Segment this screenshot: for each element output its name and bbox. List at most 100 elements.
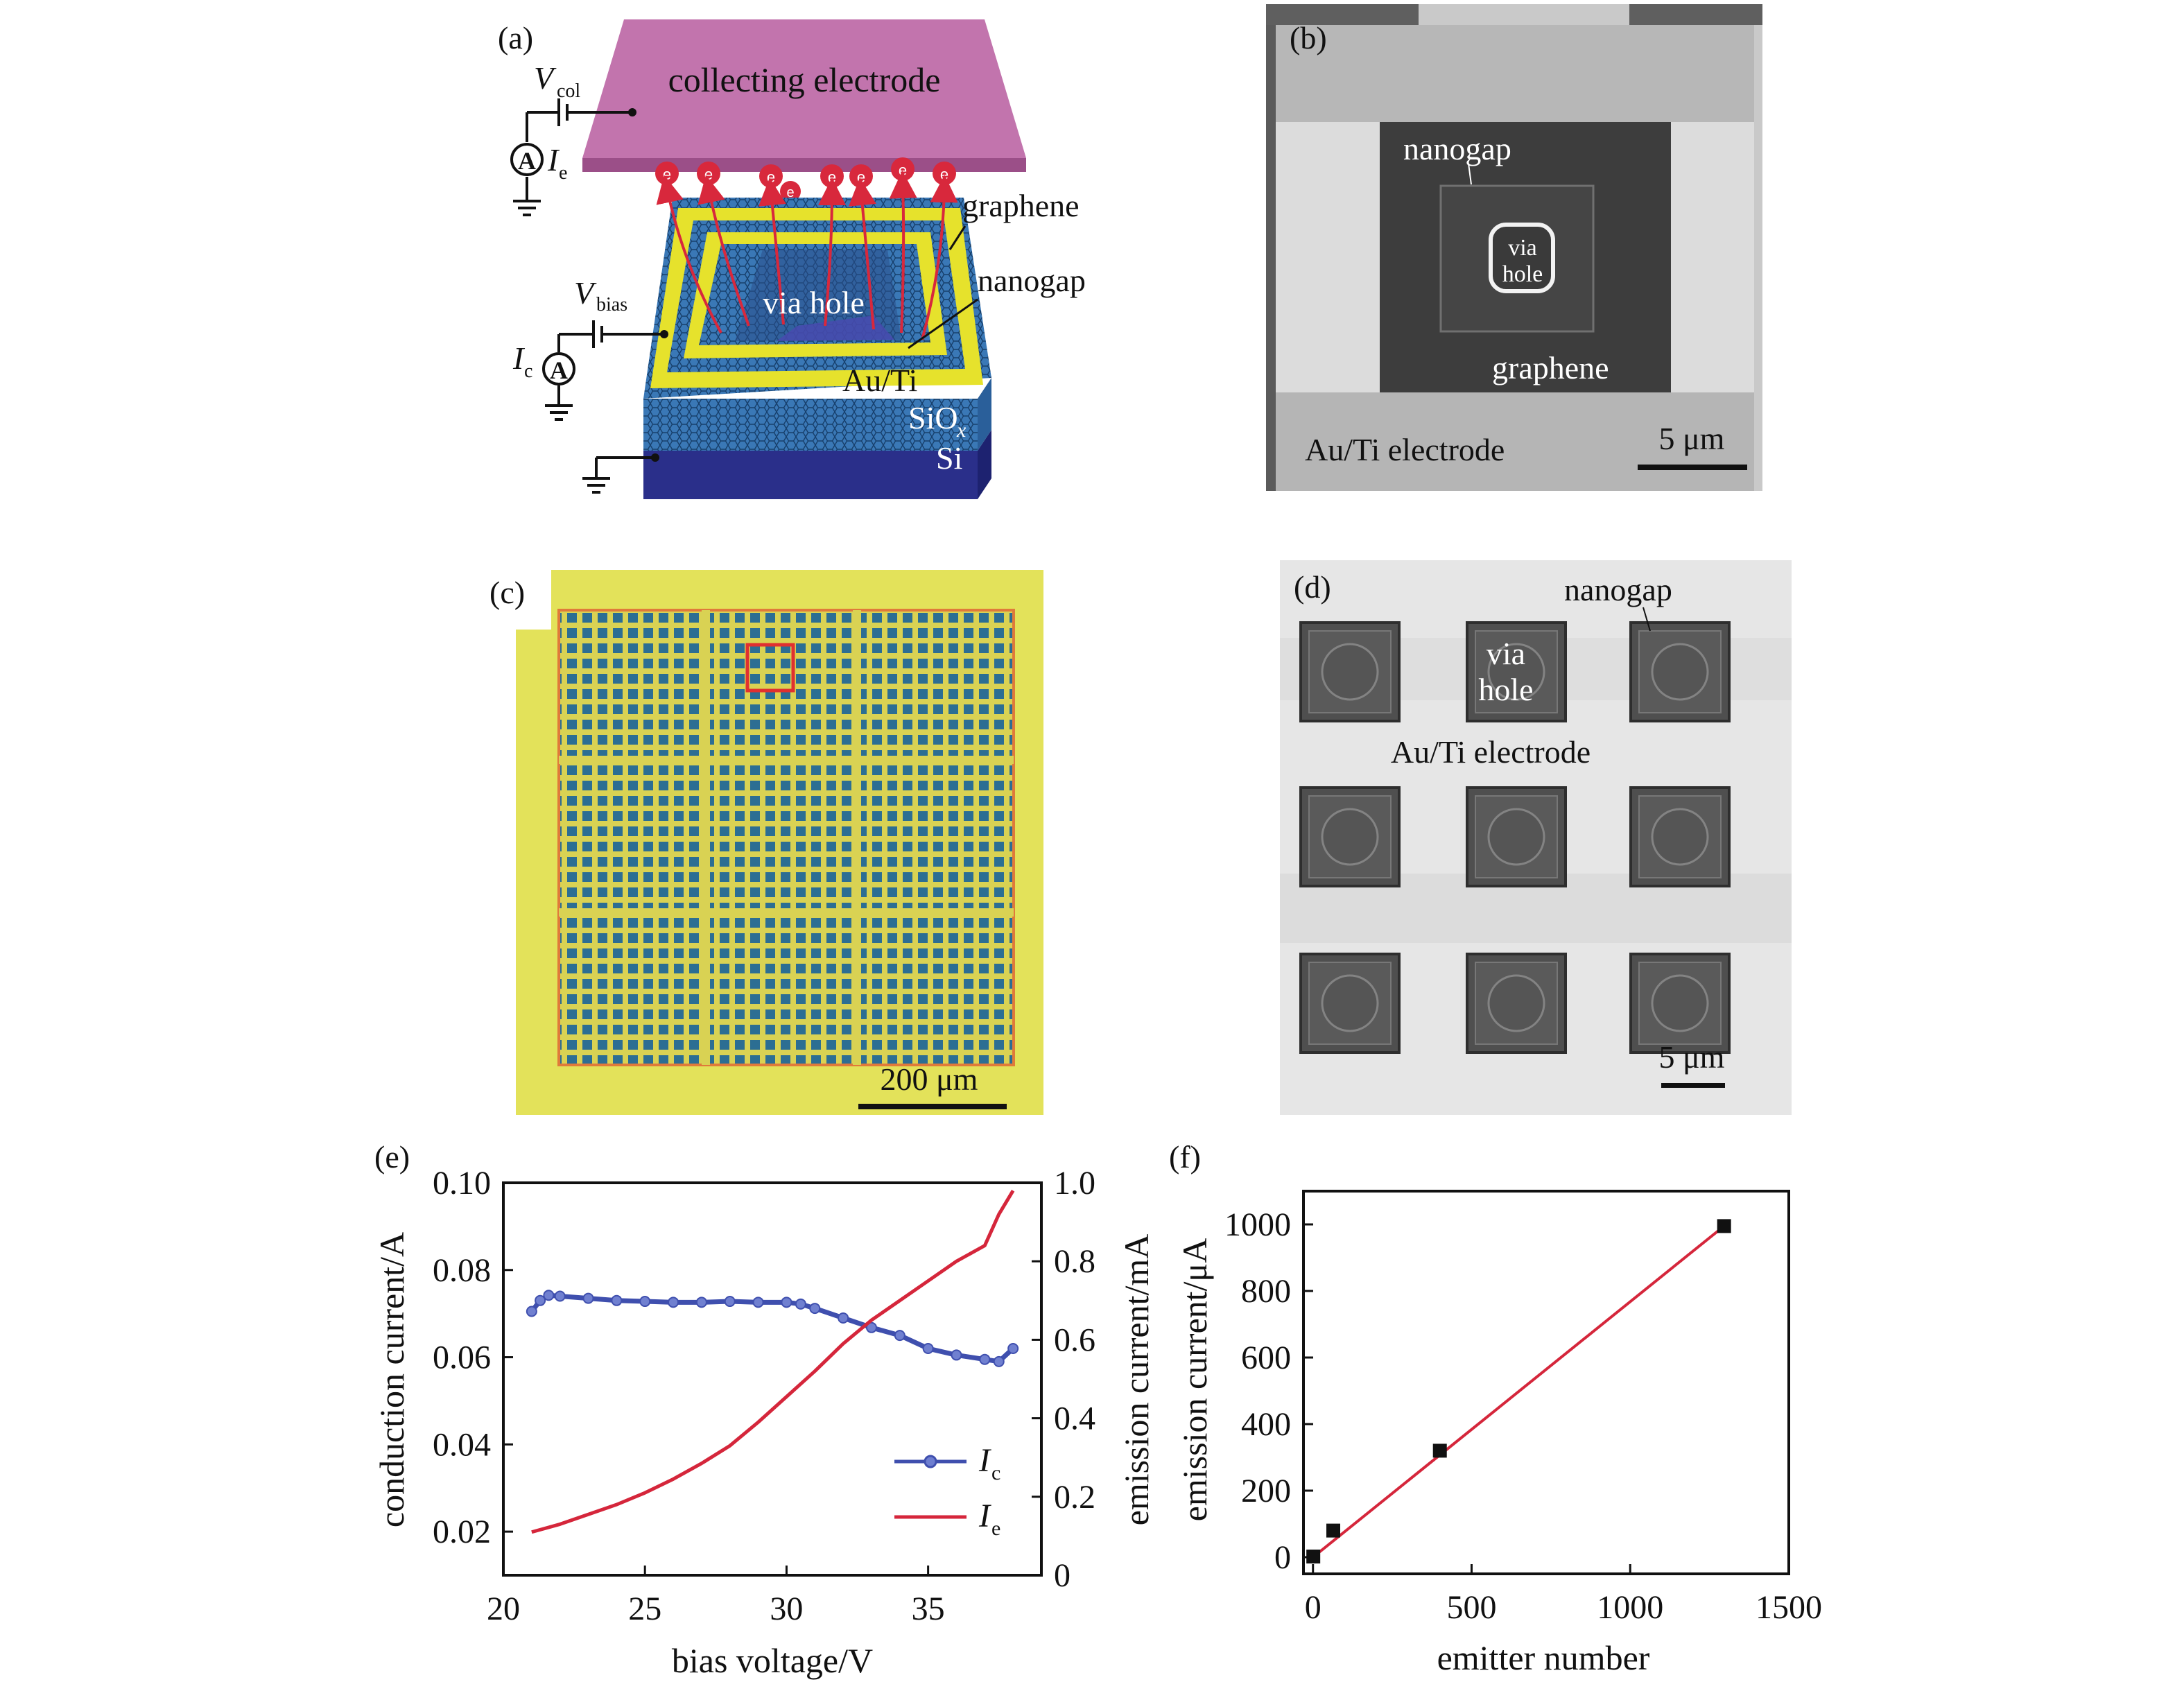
series-line-ie bbox=[531, 1190, 1015, 1534]
chart-f-ticks: 0 500 1000 1500 0 200 400 600 800 1000 bbox=[1224, 1206, 1822, 1626]
electron-icon: e bbox=[933, 162, 956, 185]
data-point-ic bbox=[535, 1294, 546, 1306]
nanogap-label-b: nanogap bbox=[1403, 131, 1511, 166]
data-point-ic bbox=[554, 1290, 566, 1302]
via-hole-label: via hole bbox=[763, 285, 865, 320]
via-hole-sem bbox=[1489, 223, 1555, 293]
siox-sub: x bbox=[956, 419, 967, 442]
data-point-f bbox=[1432, 1443, 1447, 1458]
y-axis-left-label-e: conduction current/A bbox=[372, 1232, 411, 1527]
data-point-ic bbox=[724, 1296, 736, 1308]
data-point-ic bbox=[582, 1292, 594, 1304]
y-tick-label-right-e: 0.6 bbox=[1054, 1321, 1095, 1358]
scale-bar-c bbox=[858, 1104, 1007, 1109]
data-point-ic bbox=[695, 1297, 707, 1308]
v-bias-sub: bias bbox=[596, 294, 627, 315]
data-point-ic bbox=[752, 1297, 764, 1308]
data-point-ic bbox=[979, 1353, 991, 1365]
y-tick-label-left-e: 0.10 bbox=[433, 1165, 491, 1202]
data-point-ic bbox=[865, 1321, 877, 1333]
via-hole-floor bbox=[777, 315, 894, 341]
chart-e-ticks: 20 25 30 35 0.02 0.04 0.06 0.08 0.10 0 0.2 0.4 0.6 0.… bbox=[433, 1165, 1095, 1627]
highlight-box bbox=[745, 643, 795, 693]
graphene-label-b: graphene bbox=[1492, 350, 1609, 385]
x-tick-label-e: 20 bbox=[487, 1590, 520, 1627]
data-point-f bbox=[1326, 1523, 1341, 1538]
x-tick-label-f: 1500 bbox=[1756, 1589, 1822, 1626]
ground-node bbox=[651, 453, 659, 462]
nanogap-pointer-d bbox=[1643, 607, 1651, 632]
svg-text:e: e bbox=[767, 168, 775, 186]
nanogap-pointer bbox=[908, 298, 978, 349]
graphene-pointer bbox=[948, 225, 967, 250]
v-col-circuit bbox=[510, 98, 632, 216]
data-point-ic bbox=[993, 1355, 1005, 1367]
siox-label: SiO bbox=[908, 400, 958, 435]
emitter-cell bbox=[1466, 953, 1567, 1054]
svg-text:e: e bbox=[899, 162, 907, 179]
y-tick-label-f: 600 bbox=[1241, 1339, 1291, 1376]
x-axis-label-f: emitter number bbox=[1437, 1638, 1650, 1677]
x-tick-label-e: 25 bbox=[628, 1590, 661, 1627]
y-tick-label-right-e: 0.2 bbox=[1054, 1479, 1095, 1516]
collecting-electrode-label: collecting electrode bbox=[668, 60, 941, 99]
panel-c: (c) 200 μm bbox=[489, 570, 1043, 1115]
svg-text:e: e bbox=[663, 166, 671, 183]
v-col-sub: col bbox=[557, 80, 580, 102]
emitter-cell bbox=[1629, 953, 1731, 1054]
chart-f-frame bbox=[1302, 1190, 1790, 1575]
emitter-cell bbox=[1299, 786, 1401, 887]
svg-text:e: e bbox=[828, 168, 836, 186]
v-col-label: V bbox=[534, 60, 557, 96]
panel-e-label: (e) bbox=[374, 1139, 410, 1174]
au-ti-label: Au/Ti bbox=[842, 363, 917, 398]
data-point-ic bbox=[526, 1306, 537, 1317]
ammeter-e-symbol: A bbox=[518, 147, 536, 175]
i-c-label: I bbox=[512, 340, 526, 376]
y-tick-label-f: 800 bbox=[1241, 1273, 1291, 1310]
legend-sub-ic: c bbox=[991, 1462, 1000, 1484]
emitter-cell bbox=[1299, 621, 1401, 722]
scale-label-c: 200 μm bbox=[881, 1061, 978, 1097]
silicon-front bbox=[643, 451, 978, 499]
electron-icon: e bbox=[849, 164, 873, 188]
emitter-cell bbox=[1629, 621, 1731, 722]
electrode-label-b: Au/Ti electrode bbox=[1305, 432, 1505, 467]
y-tick-label-left-e: 0.02 bbox=[433, 1514, 491, 1550]
v-bias-node bbox=[660, 330, 668, 338]
chart-e-frame bbox=[502, 1181, 1043, 1577]
y-tick-label-right-e: 0.8 bbox=[1054, 1243, 1095, 1280]
collecting-electrode-edge bbox=[582, 158, 1026, 172]
y-tick-label-right-e: 1.0 bbox=[1054, 1165, 1095, 1202]
via-label-d: via bbox=[1487, 636, 1525, 671]
y-tick-label-left-e: 0.06 bbox=[433, 1339, 491, 1376]
panel-c-label: (c) bbox=[489, 575, 525, 610]
data-point-ic bbox=[668, 1297, 679, 1308]
data-point-ic bbox=[838, 1312, 849, 1324]
legend-marker-ic bbox=[924, 1455, 937, 1468]
i-e-sub: e bbox=[559, 162, 567, 184]
emission-arrows bbox=[656, 171, 958, 340]
svg-text:e: e bbox=[857, 168, 865, 186]
nanogap-label-d: nanogap bbox=[1564, 572, 1672, 607]
x-tick-label-f: 500 bbox=[1446, 1589, 1496, 1626]
panel-b-label: (b) bbox=[1290, 20, 1327, 55]
legend-label-ic: I bbox=[978, 1442, 991, 1479]
i-c-sub: c bbox=[524, 361, 532, 382]
series-line-ic bbox=[530, 1292, 1015, 1364]
panel-d: (d) nanogap via hole Au/Ti electrode 5 μ… bbox=[1280, 560, 1792, 1115]
svg-text:e: e bbox=[940, 166, 948, 183]
electron-icon: e bbox=[891, 157, 915, 181]
v-col-node bbox=[628, 108, 636, 116]
nanogap-label: nanogap bbox=[978, 263, 1086, 298]
nanogap-pointer-b bbox=[1468, 163, 1472, 185]
panel-d-label: (d) bbox=[1294, 569, 1331, 605]
data-point-ic bbox=[922, 1342, 934, 1354]
emitter-cell bbox=[1466, 621, 1567, 722]
graphene-label: graphene bbox=[962, 188, 1080, 223]
data-point-f bbox=[1717, 1219, 1731, 1233]
legend-e: I c I e bbox=[894, 1442, 1000, 1540]
panel-a: (a) collecting electrode V col A I e e e bbox=[498, 19, 1086, 499]
data-point-ic bbox=[894, 1330, 905, 1342]
panel-e: (e) 20 25 30 35 0.02 0.04 0.06 0.08 0.10 0 0.2 0.4 0… bbox=[372, 1139, 1156, 1680]
